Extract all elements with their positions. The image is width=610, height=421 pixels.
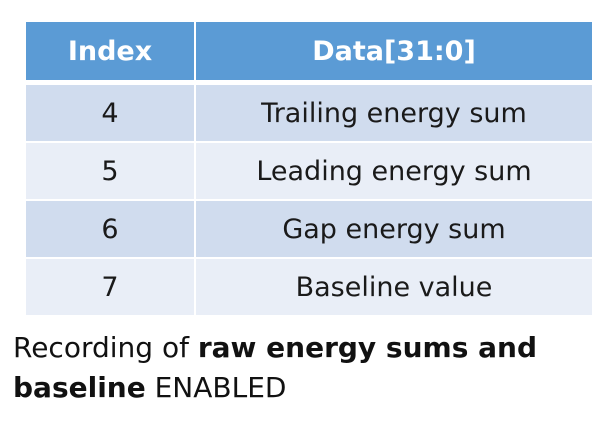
header-row: Index Data[31:0] [26, 22, 592, 83]
recording-status-caption: Recording of raw energy sums and baselin… [13, 328, 603, 408]
data-cell: Leading energy sum [194, 141, 592, 199]
data-cell: Baseline value [194, 257, 592, 315]
data-cell: Trailing energy sum [194, 83, 592, 141]
data-column-header: Data[31:0] [194, 22, 592, 83]
index-cell: 5 [26, 141, 194, 199]
index-cell: 7 [26, 257, 194, 315]
index-column-header: Index [26, 22, 194, 83]
index-cell: 6 [26, 199, 194, 257]
index-cell: 4 [26, 83, 194, 141]
table-row: 6 Gap energy sum [26, 199, 592, 257]
table-row: 7 Baseline value [26, 257, 592, 315]
data-cell: Gap energy sum [194, 199, 592, 257]
register-table: Index Data[31:0] 4 Trailing energy sum 5… [26, 22, 592, 315]
table-row: 4 Trailing energy sum [26, 83, 592, 141]
caption-prefix: Recording of [13, 331, 198, 364]
table-row: 5 Leading energy sum [26, 141, 592, 199]
caption-suffix: ENABLED [145, 371, 287, 404]
caption-bold-phrase: raw energy sums and baseline [13, 331, 537, 404]
